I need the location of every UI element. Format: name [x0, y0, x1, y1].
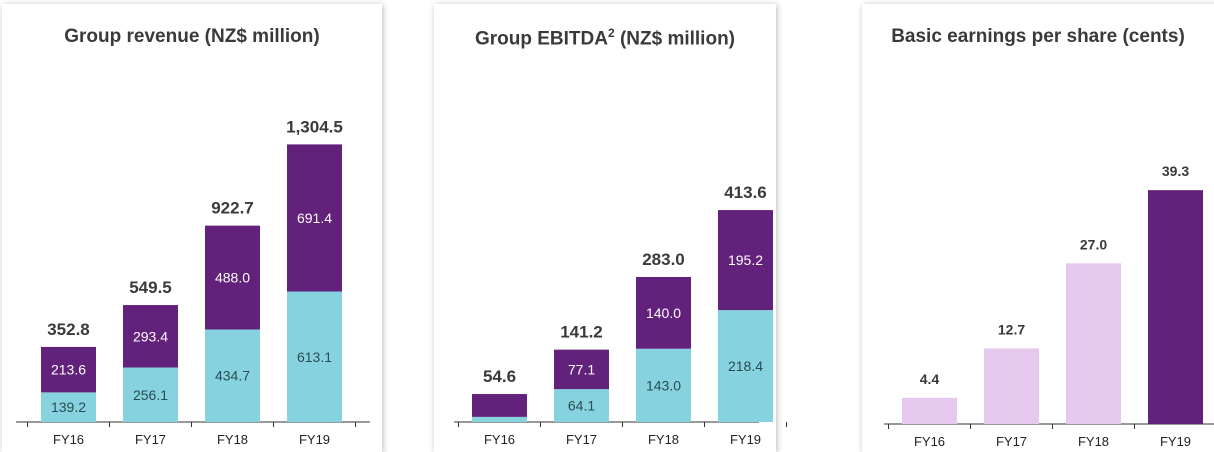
x-tick-label: FY18 [217, 432, 248, 447]
eps-value-label: 12.7 [998, 321, 1025, 337]
eps-value-label: 39.3 [1162, 163, 1189, 179]
bar-segment-base [636, 348, 691, 422]
bar-segment-top [205, 225, 260, 330]
eps-chart-title: Basic earnings per share (cents) [891, 26, 1185, 47]
bar-segment-top [718, 210, 773, 311]
bar-segment-base [123, 367, 178, 422]
bar-segment-label: 139.2 [51, 399, 86, 415]
bar-segment-label: 488.0 [215, 270, 250, 286]
eps-value-label: 4.4 [920, 371, 940, 387]
x-tick-label: FY18 [648, 432, 679, 447]
bar-total-label: 352.8 [47, 320, 90, 339]
eps-bar [984, 348, 1039, 424]
bar-segment-top [41, 346, 96, 393]
bar-segment-label: 195.2 [728, 252, 763, 268]
bar-segment-top [123, 305, 178, 368]
bar-segment-base [287, 291, 342, 422]
eps-bar [1148, 190, 1203, 424]
bar-total-label: 141.2 [560, 323, 603, 342]
revenue-chart-title: Group revenue (NZ$ million) [64, 26, 320, 47]
x-tick-label: FY19 [1160, 434, 1191, 449]
bar-total-label: 413.6 [724, 183, 767, 202]
bar-segment-base [718, 310, 773, 422]
ebitda-chart-title: Group EBITDA2 (NZ$ million) [434, 26, 776, 50]
bar-segment-label: 256.1 [133, 387, 168, 403]
bar-segment-label: 218.4 [728, 358, 763, 374]
bar-segment-top [554, 349, 609, 390]
revenue-chart-panel: Group revenue (NZ$ million) 139.2 213.6 35… [2, 4, 382, 452]
revenue-chart: 139.2 213.6 352.8 FY16 256.1 293.4 549.5 FY17 43… [16, 117, 370, 447]
eps-chart-panel: Basic earnings per share (cents) 4.4 FY16… [862, 4, 1214, 452]
bar-total-label: 922.7 [211, 199, 254, 218]
bar-segment-top [472, 394, 527, 417]
ebitda-chart: 54.6 FY16 64.1 77.1 141.2 FY17 143.0 140.0 283.0… [454, 183, 787, 447]
eps-bar [902, 397, 957, 424]
ebitda-title-suffix: (NZ$ million) [614, 28, 735, 50]
x-tick-label: FY18 [1078, 434, 1109, 449]
bar-segment-base [554, 389, 609, 422]
ebitda-title-main: Group EBITDA [474, 28, 608, 50]
x-tick-label: FY17 [996, 434, 1027, 449]
x-tick-label: FY16 [53, 432, 84, 447]
bar-segment-label: 140.0 [646, 305, 681, 321]
x-tick-label: FY16 [484, 432, 515, 447]
ebitda-chart-panel: Group EBITDA2 (NZ$ million) 54.6 FY16 64.1… [434, 4, 787, 452]
eps-bar [1066, 263, 1121, 424]
bar-segment-top [636, 276, 691, 349]
bar-segment-label: 77.1 [568, 361, 595, 377]
bar-total-label: 1,304.5 [286, 117, 343, 136]
bar-segment-label: 143.0 [646, 377, 681, 393]
bar-segment-base [205, 329, 260, 422]
bar-segment-base [472, 416, 527, 422]
bar-total-label: 549.5 [129, 278, 172, 297]
bar-segment-label: 293.4 [133, 328, 168, 344]
x-tick-label: FY16 [914, 434, 945, 449]
bar-segment-base [41, 392, 96, 422]
x-tick-label: FY19 [730, 432, 761, 447]
bar-total-label: 283.0 [642, 250, 685, 269]
x-tick-label: FY19 [299, 432, 330, 447]
bar-segment-top [287, 144, 342, 292]
eps-value-label: 27.0 [1080, 236, 1107, 252]
x-tick-label: FY17 [566, 432, 597, 447]
bar-segment-label: 691.4 [297, 210, 332, 226]
bar-segment-label: 434.7 [215, 368, 250, 384]
eps-chart: 4.4 FY16 12.7 FY17 27.0 FY18 39.3 FY19 [884, 163, 1214, 449]
ebitda-title-footnote: 2 [607, 26, 615, 40]
bar-segment-label: 64.1 [568, 398, 595, 414]
bar-segment-label: 613.1 [297, 349, 332, 365]
bar-total-label: 54.6 [483, 367, 516, 386]
bar-segment-label: 213.6 [51, 362, 86, 378]
x-tick-label: FY17 [135, 432, 166, 447]
